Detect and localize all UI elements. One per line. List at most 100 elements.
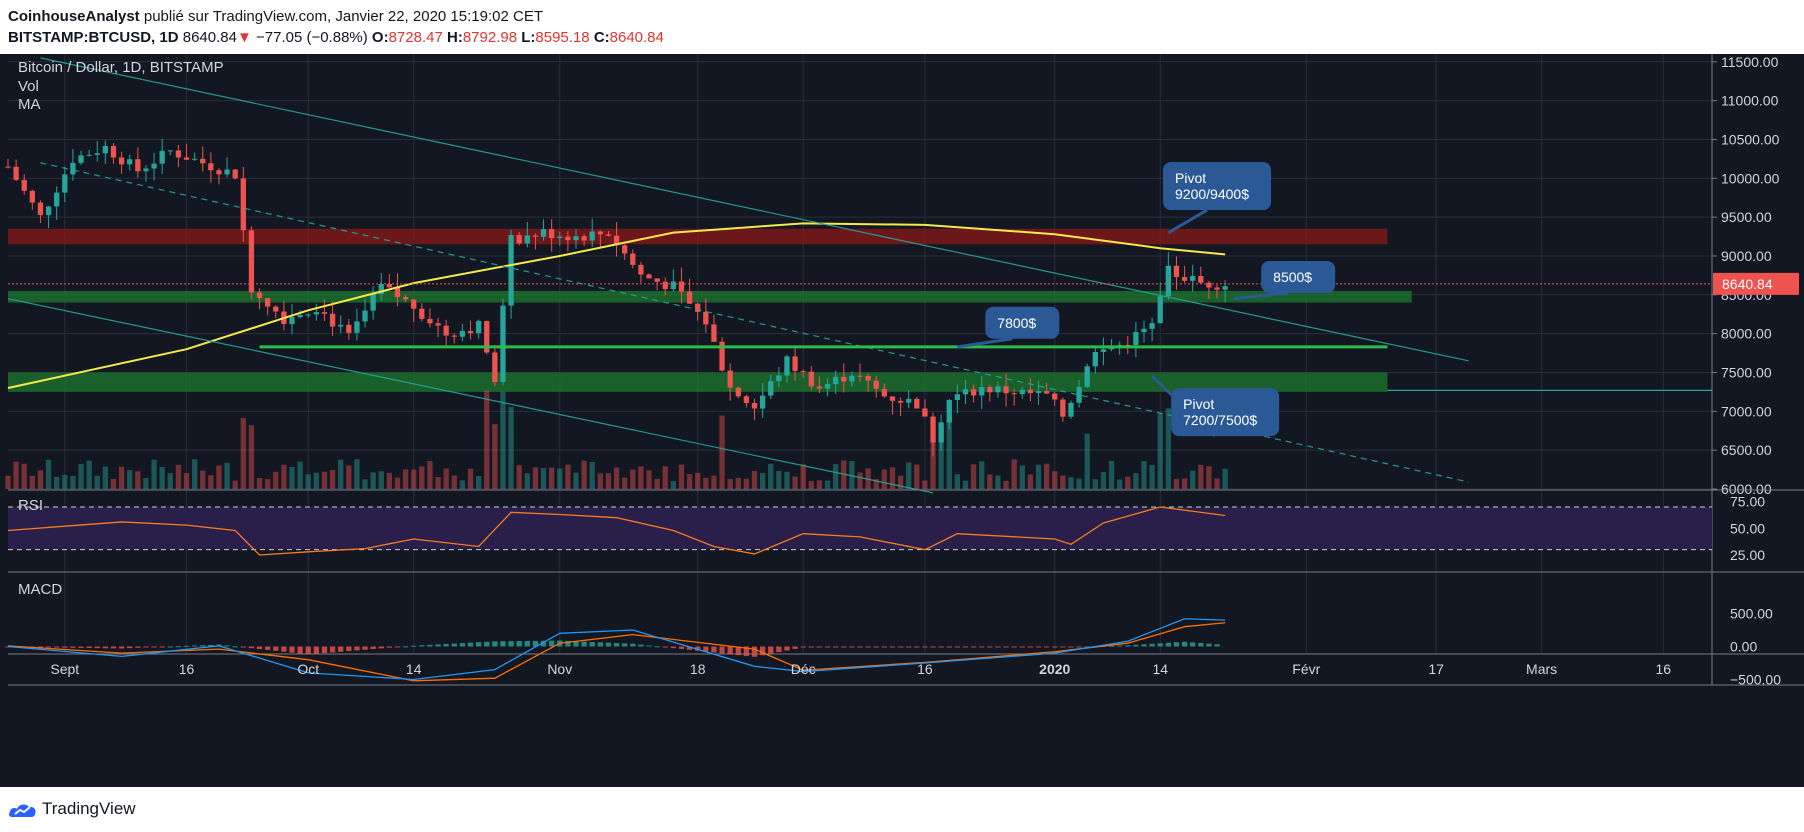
- macd-histogram-bar: [776, 646, 782, 653]
- high-label: H:: [447, 29, 463, 46]
- macd-histogram-bar: [995, 646, 1001, 648]
- macd-histogram-bar: [987, 646, 993, 648]
- candle: [638, 264, 644, 275]
- annotation-pointer: [1167, 208, 1208, 234]
- candle: [954, 394, 961, 400]
- macd-histogram-bar: [1157, 643, 1163, 647]
- candle: [54, 192, 60, 207]
- macd-line: [7, 618, 1226, 681]
- volume-bars: [5, 390, 1228, 489]
- macd-histogram-bar: [979, 646, 985, 648]
- volume-bar: [29, 475, 35, 489]
- candle: [1198, 276, 1204, 283]
- macd-histogram-bar: [719, 646, 725, 654]
- macd-histogram-bar: [768, 646, 774, 654]
- volume-bar: [1125, 476, 1131, 489]
- macd-histogram-bar: [686, 646, 693, 650]
- volume-bar: [703, 477, 709, 489]
- candle: [630, 253, 636, 265]
- macd-histogram-bar: [289, 646, 295, 653]
- macd-histogram-bar: [151, 646, 157, 648]
- time-tick-label: 17: [1428, 661, 1444, 677]
- brand-name[interactable]: TradingView: [42, 799, 136, 818]
- macd-histogram-bar: [703, 646, 709, 652]
- macd-histogram-bar: [784, 646, 790, 651]
- macd-histogram-bar: [232, 646, 238, 648]
- candle: [370, 293, 376, 311]
- candle: [540, 229, 547, 237]
- volume-bar: [265, 479, 271, 489]
- macd-histogram-bar: [159, 646, 165, 648]
- annotation-pointer: [1233, 291, 1289, 301]
- time-tick-label: 18: [690, 661, 706, 677]
- candle: [475, 321, 482, 334]
- macd-histogram-bar: [670, 646, 677, 649]
- candle: [1092, 351, 1098, 367]
- macd-histogram-bar: [127, 646, 133, 649]
- trendline: [40, 57, 1469, 362]
- candle: [735, 387, 741, 397]
- volume-bar: [62, 474, 68, 489]
- volume-bar: [995, 475, 1001, 489]
- macd-histogram-bar: [443, 643, 449, 647]
- macd-histogram: [5, 640, 1220, 657]
- volume-bar: [654, 478, 660, 489]
- chart-footer: TradingView: [0, 787, 1804, 832]
- volume-bar: [589, 461, 595, 489]
- volume-bar: [1027, 474, 1034, 489]
- macd-histogram-bar: [118, 646, 125, 649]
- candle: [654, 278, 660, 282]
- volume-bar: [1190, 470, 1196, 489]
- macd-histogram-bar: [1149, 643, 1155, 647]
- volume-bar: [516, 465, 522, 489]
- candle: [938, 422, 944, 443]
- candle: [167, 150, 173, 152]
- rsi-tick-label: 75.00: [1730, 494, 1765, 510]
- candle: [240, 178, 246, 231]
- candle: [784, 356, 790, 376]
- candle: [459, 330, 466, 337]
- candle: [987, 387, 993, 393]
- volume-bar: [711, 475, 717, 489]
- volume-bar: [1019, 465, 1025, 489]
- volume-bar: [78, 463, 84, 489]
- macd-histogram-bar: [78, 646, 84, 648]
- candle: [208, 163, 214, 171]
- volume-bar: [776, 470, 782, 489]
- macd-histogram-bar: [1125, 645, 1131, 647]
- volume-bar: [605, 473, 612, 489]
- volume-bar: [549, 467, 555, 489]
- time-tick-label: 16: [179, 661, 195, 677]
- candle: [394, 287, 401, 298]
- volume-bar: [1084, 433, 1090, 489]
- macd-histogram-bar: [394, 646, 401, 648]
- candle: [670, 281, 677, 290]
- volume-bar: [1011, 459, 1017, 489]
- candle: [200, 158, 206, 164]
- macd-label: MACD: [18, 581, 62, 598]
- volume-bar: [110, 479, 117, 489]
- trading-chart[interactable]: Pivot9200/9400$8500$7800$Pivot7200/7500$…: [0, 54, 1804, 787]
- macd-histogram-bar: [759, 646, 766, 656]
- volume-bar: [451, 475, 457, 489]
- macd-histogram-bar: [613, 643, 620, 647]
- candle: [995, 386, 1001, 393]
- macd-histogram-bar: [362, 646, 368, 650]
- volume-bar: [686, 474, 693, 489]
- macd-tick-label: −500.00: [1730, 672, 1781, 688]
- candle: [1060, 399, 1066, 417]
- volume-bar: [484, 390, 490, 489]
- high-value: 8792.98: [462, 29, 518, 46]
- candle: [906, 398, 912, 403]
- macd-histogram-bar: [102, 646, 109, 649]
- candle: [979, 387, 985, 396]
- author-name[interactable]: CoinhouseAnalyst: [8, 8, 140, 25]
- volume-bar: [256, 477, 263, 489]
- price-tick-label: 7500.00: [1721, 364, 1772, 380]
- annotation-label: 9200/9400$: [1175, 186, 1249, 202]
- annotation-box: [1163, 162, 1272, 211]
- volume-bar: [670, 480, 677, 489]
- candle: [467, 330, 474, 334]
- volume-bar: [857, 472, 863, 489]
- volume-bar: [240, 418, 246, 489]
